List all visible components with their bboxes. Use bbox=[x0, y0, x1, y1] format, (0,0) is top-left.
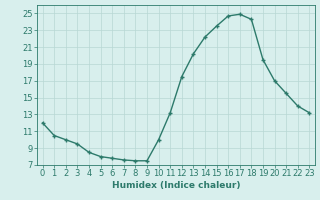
X-axis label: Humidex (Indice chaleur): Humidex (Indice chaleur) bbox=[112, 181, 240, 190]
